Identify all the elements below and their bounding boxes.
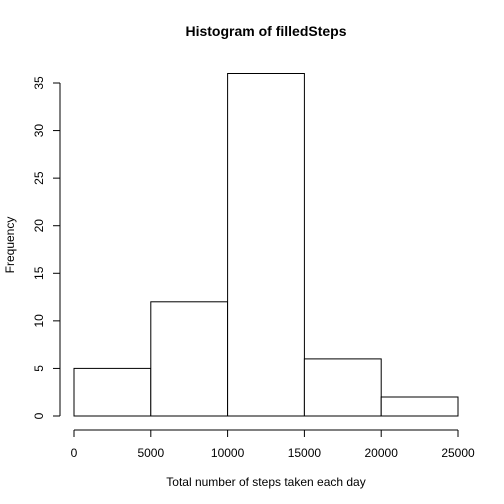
y-tick-label: 5 xyxy=(32,365,46,372)
y-tick-label: 0 xyxy=(32,412,46,419)
x-axis: 0 5000 10000 15000 20000 25000 xyxy=(71,429,475,460)
y-axis: 0 5 10 15 20 25 30 35 xyxy=(32,76,61,419)
histogram-bar-2 xyxy=(227,73,305,417)
y-tick-label: 35 xyxy=(32,76,46,90)
y-tick-label: 25 xyxy=(32,171,46,185)
x-tick-label: 15000 xyxy=(288,446,322,460)
histogram-bar-0 xyxy=(73,367,152,417)
y-tick-label: 10 xyxy=(32,314,46,328)
x-tick-label: 0 xyxy=(71,446,78,460)
histogram-bar-3 xyxy=(303,358,382,417)
bars-group xyxy=(73,73,459,417)
y-axis-label: Frequency xyxy=(3,217,17,274)
x-tick-label: 10000 xyxy=(211,446,245,460)
y-tick-label: 30 xyxy=(32,124,46,138)
histogram-bar-1 xyxy=(150,301,229,417)
y-tick-label: 15 xyxy=(32,266,46,280)
histogram-bar-4 xyxy=(380,396,459,417)
x-tick-label: 5000 xyxy=(137,446,164,460)
x-tick-label: 25000 xyxy=(441,446,475,460)
y-tick-label: 20 xyxy=(32,219,46,233)
x-axis-label: Total number of steps taken each day xyxy=(166,475,365,489)
x-tick-label: 20000 xyxy=(365,446,399,460)
chart-title: Histogram of filledSteps xyxy=(185,23,346,39)
